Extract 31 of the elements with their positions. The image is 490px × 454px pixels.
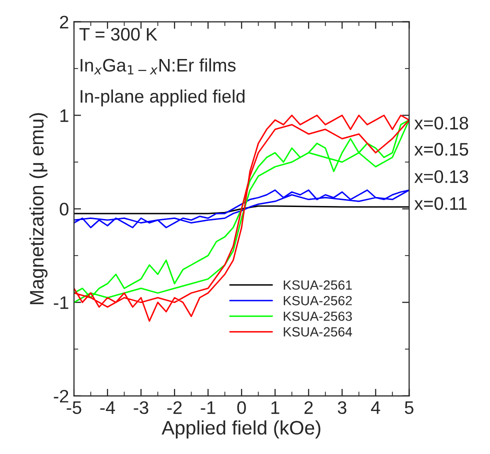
x-tick-label: -4	[100, 401, 116, 414]
y-tick-label: -2	[54, 390, 68, 402]
text: x=0.11	[414, 197, 467, 210]
x-tick-label: 2	[304, 401, 313, 414]
y-axis-title: Magnetization (μ emu)	[29, 113, 48, 304]
legend-label: KSUA-2564	[284, 327, 352, 337]
x-tick-label: -2	[167, 401, 182, 414]
y-tick-label: 2	[60, 16, 68, 28]
text: x=0.15	[414, 142, 468, 156]
annotation: In$_{x}$Ga$_{1−x}$N:Er films	[80, 58, 236, 74]
x-tick-label: 4	[371, 401, 380, 414]
x-tick-label: 3	[338, 401, 346, 414]
x-tick-label: -5	[66, 401, 82, 414]
x-tick-label: -1	[200, 401, 216, 414]
text: x=0.13	[414, 170, 468, 184]
legend-label: KSUA-2562	[284, 296, 352, 306]
line-series	[74, 189, 410, 228]
x-tick-label: 5	[404, 401, 414, 414]
y-tick-label: 1	[60, 109, 68, 122]
y-tick-label: -1	[54, 296, 68, 309]
x-tick-label: 0	[237, 401, 246, 414]
text: x=0.18	[414, 116, 468, 130]
legend-label: KSUA-2563	[284, 312, 352, 321]
x-axis-title: Applied field (kOe)	[162, 420, 320, 438]
annotation: T = 300 K	[79, 28, 158, 41]
x-tick-label: -3	[134, 401, 148, 414]
line-series	[74, 205, 410, 214]
annotation: In-plane applied field	[80, 90, 244, 106]
x-tick-label: 1	[271, 401, 280, 414]
y-tick-label: 0	[60, 202, 68, 216]
legend-label: KSUA-2561	[284, 280, 352, 290]
